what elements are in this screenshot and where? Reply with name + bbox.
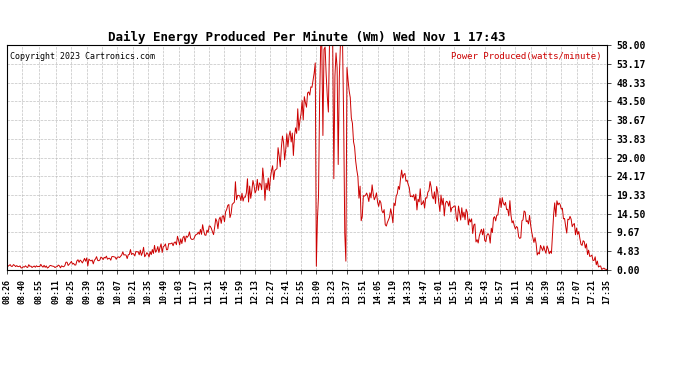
Text: Copyright 2023 Cartronics.com: Copyright 2023 Cartronics.com	[10, 52, 155, 61]
Text: Power Produced(watts/minute): Power Produced(watts/minute)	[451, 52, 601, 61]
Title: Daily Energy Produced Per Minute (Wm) Wed Nov 1 17:43: Daily Energy Produced Per Minute (Wm) We…	[108, 31, 506, 44]
